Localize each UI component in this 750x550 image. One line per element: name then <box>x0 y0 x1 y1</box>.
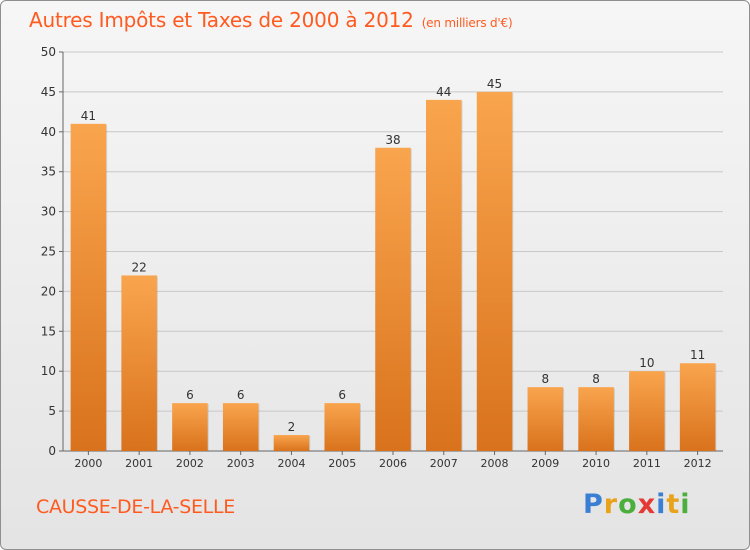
data-label: 8 <box>541 372 549 386</box>
location-name: CAUSSE-DE-LA-SELLE <box>36 496 235 518</box>
y-tick-label: 10 <box>41 364 56 378</box>
logo-letter: P <box>583 489 604 520</box>
x-tick-label: 2006 <box>379 457 407 470</box>
y-tick-label: 15 <box>41 324 56 338</box>
bar-2012 <box>679 363 716 451</box>
logo-letter: i <box>680 489 691 520</box>
logo-letter: i <box>656 489 667 520</box>
data-label: 38 <box>385 133 400 147</box>
data-label: 41 <box>81 109 96 123</box>
y-tick-label: 50 <box>41 45 56 59</box>
bar-2002 <box>172 403 208 451</box>
data-label: 11 <box>690 348 705 362</box>
x-tick-label: 2003 <box>227 457 255 470</box>
y-tick-label: 20 <box>41 284 56 298</box>
y-tick-label: 0 <box>48 444 56 458</box>
logo-letter: x <box>637 489 657 520</box>
y-tick-label: 35 <box>41 165 56 179</box>
data-label: 6 <box>237 388 245 402</box>
bar-2010 <box>578 387 614 451</box>
label-layer: 41 2000 22 2001 6 2002 6 2003 2 2004 6 2005 38 2006 44… <box>74 77 711 470</box>
bar-2009 <box>527 387 564 451</box>
x-tick-label: 2001 <box>125 457 153 470</box>
data-label: 44 <box>436 85 451 99</box>
x-tick-label: 2010 <box>582 457 610 470</box>
bar-2004 <box>273 435 310 451</box>
data-label: 2 <box>288 420 296 434</box>
bar-2007 <box>426 99 462 451</box>
bar-2008 <box>476 91 513 452</box>
data-label: 8 <box>592 372 600 386</box>
data-label: 10 <box>639 356 654 370</box>
bar-layer <box>70 91 717 452</box>
x-tick-label: 2008 <box>481 457 509 470</box>
chart-title-unit: (en milliers d'€) <box>421 16 513 30</box>
x-tick-label: 2005 <box>328 457 356 470</box>
x-tick-label: 2004 <box>277 457 305 470</box>
bar-2003 <box>222 403 259 451</box>
logo-letter: o <box>618 489 638 520</box>
logo-letter: r <box>603 489 619 520</box>
x-tick-label: 2002 <box>176 457 204 470</box>
y-tick-label: 30 <box>41 205 56 219</box>
logo-letter: t <box>666 489 681 520</box>
y-tick-label: 25 <box>41 245 56 259</box>
data-label: 6 <box>186 388 194 402</box>
chart-title-main: Autres Impôts et Taxes de 2000 à 2012 <box>29 8 414 32</box>
bar-2001 <box>121 275 157 451</box>
data-label: 45 <box>487 77 502 91</box>
x-tick-label: 2012 <box>684 457 712 470</box>
chart-title: Autres Impôts et Taxes de 2000 à 2012 (en… <box>29 8 513 32</box>
y-tick-label: 5 <box>48 404 56 418</box>
x-tick-label: 2011 <box>633 457 661 470</box>
x-tick-label: 2007 <box>430 457 458 470</box>
y-tick-label: 45 <box>41 85 56 99</box>
bar-2000 <box>70 123 107 451</box>
x-tick-label: 2000 <box>74 457 102 470</box>
proxiti-logo[interactable]: Proxiti <box>583 489 691 520</box>
bar-2011 <box>629 371 665 451</box>
data-label: 22 <box>132 260 147 274</box>
bar-2006 <box>375 147 411 451</box>
bar-2005 <box>324 403 360 451</box>
data-label: 6 <box>338 388 346 402</box>
x-tick-label: 2009 <box>531 457 559 470</box>
y-tick-label: 40 <box>41 125 56 139</box>
